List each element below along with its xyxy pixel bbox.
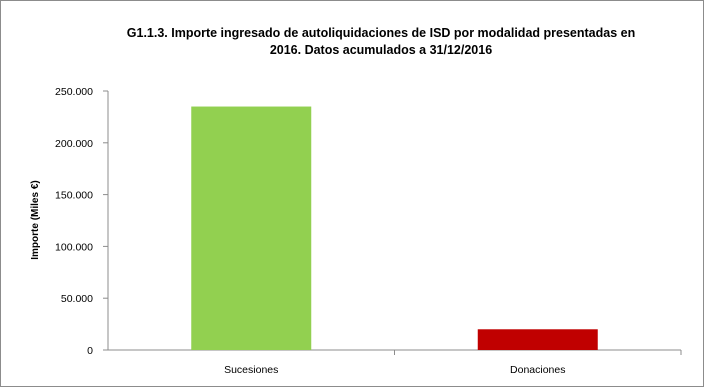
- y-tick-label: 0: [87, 345, 93, 357]
- bar-donaciones: [477, 329, 598, 350]
- plot-area: 0 50.000 100.000 150.000 200.000 250.000 Suces…: [55, 86, 682, 376]
- y-tick-label: 250.000: [55, 86, 93, 98]
- bar-sucesiones: [191, 106, 312, 350]
- x-category-label: Sucesiones: [224, 364, 278, 376]
- y-tick-label: 50.000: [61, 293, 93, 305]
- chart-title-line-1: G1.1.3. Importe ingresado de autoliquida…: [127, 26, 635, 40]
- x-category-label: Donaciones: [510, 364, 565, 376]
- chart-title-line-2: 2016. Datos acumulados a 31/12/2016: [270, 43, 492, 57]
- y-tick-label: 150.000: [55, 190, 93, 202]
- y-tick-label: 100.000: [55, 241, 93, 253]
- y-tick-label: 200.000: [55, 138, 93, 150]
- y-axis-title: Importe (Miles €): [30, 180, 41, 259]
